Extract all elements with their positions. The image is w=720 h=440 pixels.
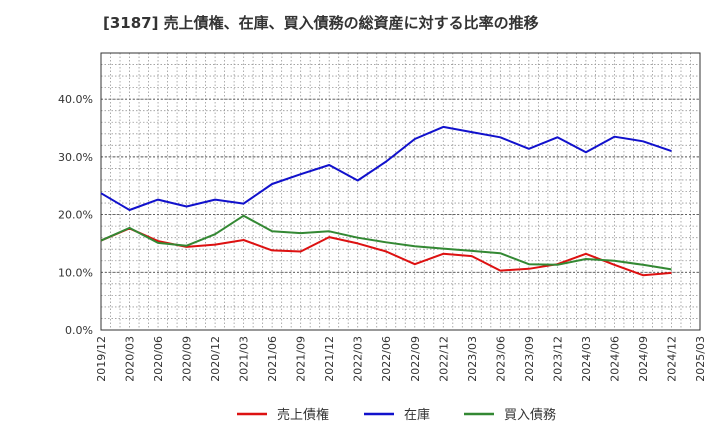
y-tick-label: 10.0% [58, 266, 93, 279]
y-tick-label: 20.0% [58, 209, 93, 222]
x-tick-label: 2019/12 [95, 336, 108, 382]
x-tick-label: 2020/09 [181, 336, 194, 382]
x-tick-label: 2020/03 [124, 336, 137, 382]
x-tick-label: 2022/12 [437, 336, 450, 382]
legend-label-0: 売上債権 [277, 407, 329, 423]
x-tick-label: 2023/06 [494, 336, 507, 382]
x-tick-label: 2024/09 [637, 336, 650, 382]
x-tick-label: 2020/06 [152, 336, 165, 382]
x-tick-label: 2021/09 [295, 336, 308, 382]
legend-label-1: 在庫 [404, 408, 430, 423]
x-tick-label: 2022/06 [380, 336, 393, 382]
plot-frame [100, 52, 701, 331]
x-tick-label: 2021/06 [266, 336, 279, 382]
series-line-2 [100, 214, 672, 271]
x-tick-label: 2023/12 [551, 336, 564, 382]
x-tick-label: 2024/12 [665, 336, 678, 382]
plot-area [101, 53, 700, 330]
y-tick-label: 30.0% [58, 151, 93, 164]
x-tick-label: 2024/06 [608, 336, 621, 382]
x-tick-label: 2024/03 [580, 336, 593, 382]
series-line-0 [100, 227, 672, 277]
x-tick-label: 2021/03 [238, 336, 251, 382]
x-tick-label: 2021/12 [323, 336, 336, 382]
chart-title: [3187] 売上債権、在庫、買入債務の総資産に対する比率の推移 [103, 14, 539, 32]
x-tick-label: 2023/09 [523, 336, 536, 382]
y-tick-label: 40.0% [58, 93, 93, 106]
y-tick-label: 0.0% [65, 324, 93, 337]
legend-label-2: 買入債務 [504, 408, 556, 423]
x-tick-label: 2020/12 [209, 336, 222, 382]
x-tick-label: 2022/09 [409, 336, 422, 382]
series-line-1 [100, 125, 672, 211]
x-tick-label: 2022/03 [352, 336, 365, 382]
x-tick-label: 2023/03 [466, 336, 479, 382]
x-tick-label: 2025/03 [694, 336, 707, 382]
